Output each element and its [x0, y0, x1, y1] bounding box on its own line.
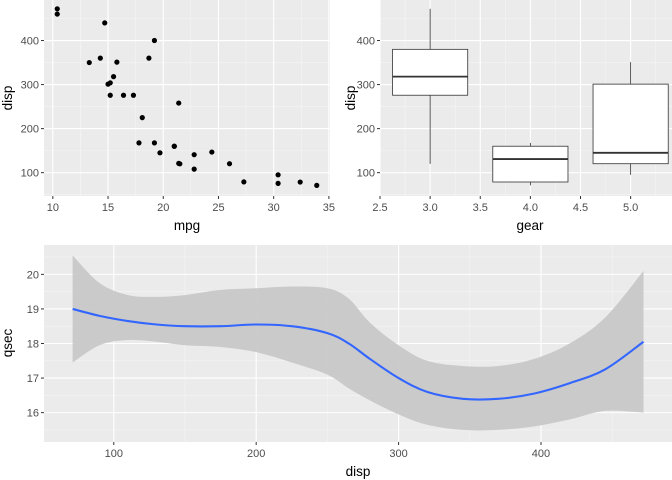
y-tick-label: 400 [21, 36, 39, 48]
gridlines [44, 0, 330, 196]
y-axis-ticks: 16 17 18 19 20 [27, 269, 44, 420]
scatter-point [146, 55, 152, 61]
scatter-point [191, 166, 197, 172]
scatter-point [275, 180, 281, 186]
y-tick-label: 200 [357, 124, 375, 136]
scatter-point [86, 59, 92, 66]
x-axis-ticks: 2.53.03.54.04.55.05.5 [372, 196, 638, 214]
scatter-point [54, 11, 60, 17]
x-tick-label: 3.5 [473, 202, 488, 214]
scatter-point [110, 74, 117, 80]
y-tick-label: 300 [357, 80, 375, 92]
x-tick-label: 30 [268, 202, 280, 214]
scatter-point [102, 20, 108, 26]
x-axis-ticks: 100 200 300 400 [105, 442, 550, 460]
y-tick-label: 400 [357, 36, 375, 48]
y-tick-label: 100 [21, 168, 39, 180]
scatter-point [54, 6, 60, 12]
smooth-line-panel: 100 200 300 400 16 17 18 19 20 disp qsec [0, 245, 672, 479]
y-axis-ticks: 100 200 300 400 [357, 36, 380, 180]
y-tick-label: 100 [357, 168, 375, 180]
y-tick-label: 18 [27, 339, 39, 351]
scatter-point [105, 81, 111, 87]
box-body [592, 83, 669, 165]
x-axis-title: gear [516, 218, 544, 233]
y-tick-label: 19 [27, 304, 39, 316]
x-tick-label: 400 [532, 448, 550, 460]
box-marks [392, 8, 669, 186]
x-tick-label: 200 [247, 448, 265, 460]
y-tick-label: 20 [27, 269, 39, 281]
scatter-point [209, 149, 215, 155]
x-tick-label: 15 [102, 202, 114, 214]
scatter-point [120, 92, 127, 98]
y-axis-ticks: 100 200 300 400 [21, 36, 44, 180]
scatter-point [241, 179, 247, 185]
scatter-point [275, 172, 281, 178]
y-axis-title: disp [0, 86, 15, 111]
x-tick-label: 4.0 [523, 202, 538, 214]
scatter-plot-panel: 10 15 20 25 30 35 100 200 300 400 mpg disp [0, 0, 335, 233]
box-body [492, 145, 569, 183]
x-tick-label: 35 [323, 202, 335, 214]
x-tick-label: 25 [212, 202, 224, 214]
y-axis-title: qsec [0, 328, 15, 357]
x-axis-title: disp [346, 464, 371, 479]
smooth-line-marks [72, 255, 645, 431]
scatter-point [114, 59, 120, 65]
scatter-point [157, 150, 163, 156]
scatter-point [226, 161, 233, 167]
x-axis-title: mpg [174, 218, 200, 233]
x-tick-label: 5.0 [623, 202, 638, 214]
scatter-point [151, 37, 158, 44]
x-tick-label: 4.5 [573, 202, 588, 214]
scatter-point [191, 152, 197, 158]
y-tick-label: 200 [21, 124, 39, 136]
x-axis-ticks: 10 15 20 25 30 35 [47, 196, 335, 214]
scatter-point [139, 115, 145, 121]
scatter-point [130, 92, 137, 98]
y-tick-label: 17 [27, 373, 39, 385]
x-tick-label: 3.0 [422, 202, 437, 214]
x-tick-label: 300 [389, 448, 407, 460]
scatter-point [97, 55, 103, 61]
scatter-point [176, 160, 182, 167]
box-body [392, 48, 469, 96]
x-tick-label: 100 [105, 448, 123, 460]
plot-background [44, 0, 330, 196]
y-tick-label: 16 [27, 408, 39, 420]
x-tick-label: 2.5 [372, 202, 387, 214]
scatter-points [54, 6, 320, 188]
scatter-point [107, 92, 113, 98]
smooth-line [72, 307, 645, 401]
y-tick-label: 300 [21, 80, 39, 92]
confidence-ribbon [72, 255, 644, 431]
scatter-point [176, 100, 182, 106]
scatter-point [297, 179, 303, 185]
scatter-point [136, 140, 142, 146]
y-axis-title: disp [343, 86, 358, 111]
scatter-point [314, 182, 320, 188]
scatter-point [171, 143, 177, 149]
x-tick-label: 20 [157, 202, 169, 214]
x-tick-label: 10 [47, 202, 59, 214]
scatter-point [151, 140, 158, 146]
